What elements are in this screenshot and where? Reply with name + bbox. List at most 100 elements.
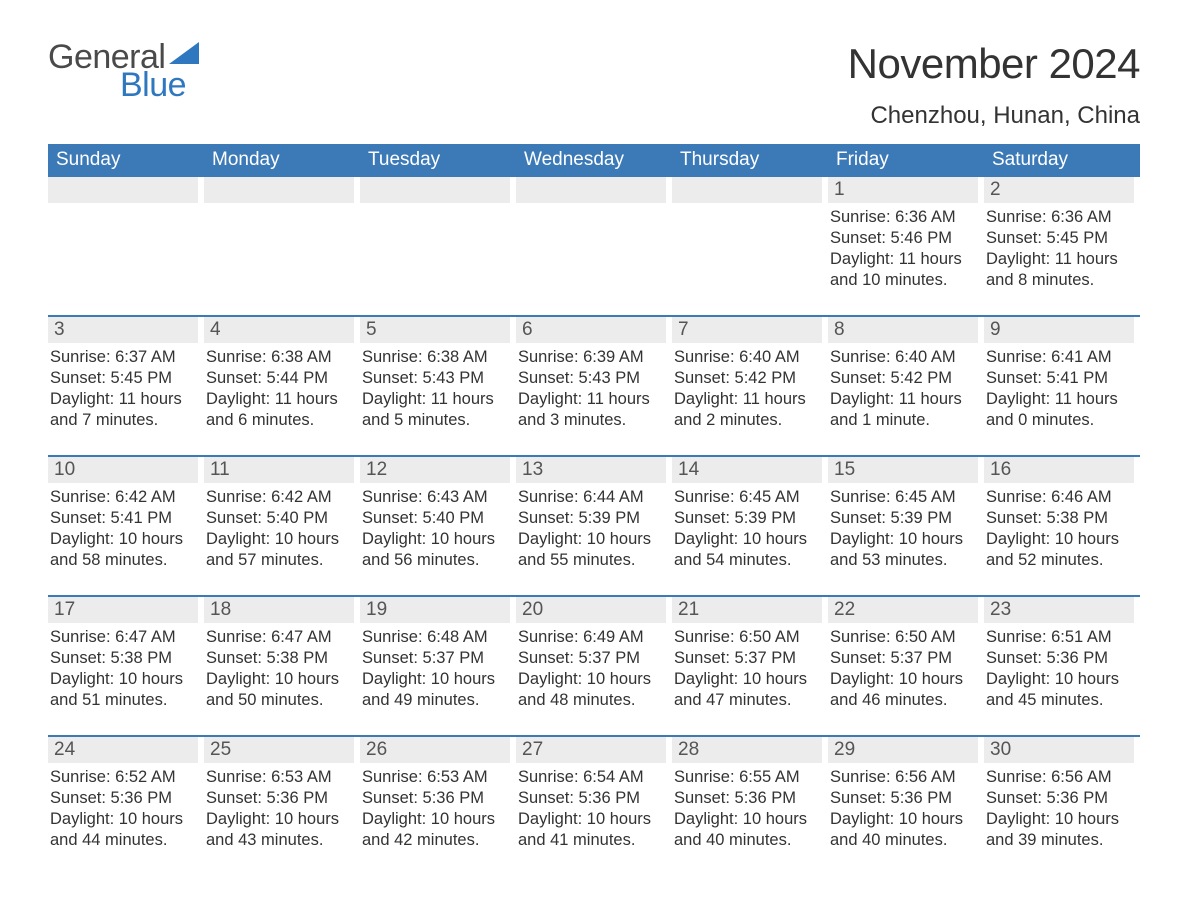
- daylight-text: Daylight: 10 hours and 43 minutes.: [206, 809, 354, 851]
- daylight-text: Daylight: 10 hours and 56 minutes.: [362, 529, 510, 571]
- daylight-text: Daylight: 10 hours and 42 minutes.: [362, 809, 510, 851]
- day-number: 25: [210, 739, 231, 760]
- day-details: Sunrise: 6:47 AMSunset: 5:38 PMDaylight:…: [204, 623, 354, 711]
- calendar-day-cell: 8Sunrise: 6:40 AMSunset: 5:42 PMDaylight…: [828, 317, 984, 455]
- calendar-day-cell: .: [672, 177, 828, 315]
- sunset-text: Sunset: 5:39 PM: [830, 508, 978, 529]
- sunset-text: Sunset: 5:42 PM: [674, 368, 822, 389]
- calendar-day-cell: 30Sunrise: 6:56 AMSunset: 5:36 PMDayligh…: [984, 737, 1140, 875]
- calendar-week-row: .....1Sunrise: 6:36 AMSunset: 5:46 PMDay…: [48, 177, 1140, 315]
- sunrise-text: Sunrise: 6:50 AM: [830, 627, 978, 648]
- day-number: 27: [522, 739, 543, 760]
- day-number-bar: .: [204, 177, 354, 203]
- calendar-day-cell: 24Sunrise: 6:52 AMSunset: 5:36 PMDayligh…: [48, 737, 204, 875]
- sunset-text: Sunset: 5:42 PM: [830, 368, 978, 389]
- day-number: 12: [366, 459, 387, 480]
- day-number-bar: 26: [360, 737, 510, 763]
- sunset-text: Sunset: 5:37 PM: [518, 648, 666, 669]
- day-details: Sunrise: 6:42 AMSunset: 5:40 PMDaylight:…: [204, 483, 354, 571]
- daylight-text: Daylight: 10 hours and 57 minutes.: [206, 529, 354, 571]
- calendar-day-cell: 18 Sunrise: 6:47 AMSunset: 5:38 PMDayligh…: [204, 597, 360, 735]
- day-details: Sunrise: 6:44 AMSunset: 5:39 PMDaylight:…: [516, 483, 666, 571]
- calendar-week-row: 3Sunrise: 6:37 AMSunset: 5:45 PMDaylight…: [48, 315, 1140, 455]
- day-number: 17: [54, 599, 75, 620]
- day-number: 18: [210, 599, 231, 620]
- day-number-bar: 21: [672, 597, 822, 623]
- day-number: 14: [678, 459, 699, 480]
- calendar-day-cell: 20Sunrise: 6:49 AMSunset: 5:37 PMDayligh…: [516, 597, 672, 735]
- daylight-text: Daylight: 10 hours and 50 minutes.: [206, 669, 354, 711]
- sunset-text: Sunset: 5:41 PM: [986, 368, 1134, 389]
- calendar-day-cell: 11 Sunrise: 6:42 AMSunset: 5:40 PMDayligh…: [204, 457, 360, 595]
- calendar-day-cell: 2Sunrise: 6:36 AMSunset: 5:45 PMDaylight…: [984, 177, 1140, 315]
- day-number-bar: 5: [360, 317, 510, 343]
- day-number: 28: [678, 739, 699, 760]
- sunset-text: Sunset: 5:36 PM: [986, 788, 1134, 809]
- weekday-header: Wednesday: [516, 144, 672, 177]
- sunset-text: Sunset: 5:46 PM: [830, 228, 978, 249]
- day-number: 15: [834, 459, 855, 480]
- day-details: Sunrise: 6:42 AMSunset: 5:41 PMDaylight:…: [48, 483, 198, 571]
- day-number-bar: 22: [828, 597, 978, 623]
- day-number: 5: [366, 319, 377, 340]
- calendar-day-cell: 6Sunrise: 6:39 AMSunset: 5:43 PMDaylight…: [516, 317, 672, 455]
- sunrise-text: Sunrise: 6:45 AM: [674, 487, 822, 508]
- day-number-bar: 18: [204, 597, 354, 623]
- day-number: 8: [834, 319, 845, 340]
- day-number-bar: 9: [984, 317, 1134, 343]
- daylight-text: Daylight: 10 hours and 52 minutes.: [986, 529, 1134, 571]
- day-number-bar: 30: [984, 737, 1134, 763]
- day-details: Sunrise: 6:36 AMSunset: 5:45 PMDaylight:…: [984, 203, 1134, 291]
- calendar-day-cell: .: [204, 177, 360, 315]
- calendar-day-cell: 12 Sunrise: 6:43 AMSunset: 5:40 PMDayligh…: [360, 457, 516, 595]
- daylight-text: Daylight: 10 hours and 41 minutes.: [518, 809, 666, 851]
- calendar-day-cell: 17Sunrise: 6:47 AMSunset: 5:38 PMDayligh…: [48, 597, 204, 735]
- day-details: Sunrise: 6:55 AMSunset: 5:36 PMDaylight:…: [672, 763, 822, 851]
- day-number-bar: 23: [984, 597, 1134, 623]
- day-number: 29: [834, 739, 855, 760]
- sunrise-text: Sunrise: 6:52 AM: [50, 767, 198, 788]
- calendar-day-cell: .: [360, 177, 516, 315]
- sunset-text: Sunset: 5:38 PM: [986, 508, 1134, 529]
- weekday-header-row: SundayMondayTuesdayWednesdayThursdayFrid…: [48, 144, 1140, 177]
- day-details: Sunrise: 6:56 AMSunset: 5:36 PMDaylight:…: [984, 763, 1134, 851]
- calendar-day-cell: 5Sunrise: 6:38 AMSunset: 5:43 PMDaylight…: [360, 317, 516, 455]
- sunrise-text: Sunrise: 6:48 AM: [362, 627, 510, 648]
- title-block: November 2024 Chenzhou, Hunan, China: [848, 40, 1140, 130]
- sunset-text: Sunset: 5:37 PM: [830, 648, 978, 669]
- sunrise-text: Sunrise: 6:42 AM: [206, 487, 354, 508]
- day-number: 9: [990, 319, 1001, 340]
- daylight-text: Daylight: 11 hours and 0 minutes.: [986, 389, 1134, 431]
- sunrise-text: Sunrise: 6:51 AM: [986, 627, 1134, 648]
- daylight-text: Daylight: 11 hours and 8 minutes.: [986, 249, 1134, 291]
- calendar-day-cell: 10Sunrise: 6:42 AMSunset: 5:41 PMDayligh…: [48, 457, 204, 595]
- sunset-text: Sunset: 5:40 PM: [206, 508, 354, 529]
- day-number-bar: .: [672, 177, 822, 203]
- sunrise-text: Sunrise: 6:50 AM: [674, 627, 822, 648]
- day-number: 20: [522, 599, 543, 620]
- calendar-day-cell: 21Sunrise: 6:50 AMSunset: 5:37 PMDayligh…: [672, 597, 828, 735]
- sunrise-text: Sunrise: 6:43 AM: [362, 487, 510, 508]
- sunrise-text: Sunrise: 6:40 AM: [830, 347, 978, 368]
- daylight-text: Daylight: 10 hours and 48 minutes.: [518, 669, 666, 711]
- calendar-day-cell: 25 Sunrise: 6:53 AMSunset: 5:36 PMDayligh…: [204, 737, 360, 875]
- day-number: 3: [54, 319, 65, 340]
- day-number-bar: 14: [672, 457, 822, 483]
- day-number: 11: [210, 459, 230, 480]
- sunset-text: Sunset: 5:40 PM: [362, 508, 510, 529]
- daylight-text: Daylight: 11 hours and 5 minutes.: [362, 389, 510, 431]
- day-number-bar: 19: [360, 597, 510, 623]
- day-number: 1: [834, 179, 845, 200]
- daylight-text: Daylight: 10 hours and 58 minutes.: [50, 529, 198, 571]
- sunrise-text: Sunrise: 6:55 AM: [674, 767, 822, 788]
- day-details: Sunrise: 6:53 AMSunset: 5:36 PMDaylight:…: [204, 763, 354, 851]
- day-details: Sunrise: 6:43 AMSunset: 5:40 PMDaylight:…: [360, 483, 510, 571]
- day-number-bar: 3: [48, 317, 198, 343]
- weekday-header: Tuesday: [360, 144, 516, 177]
- day-number-bar: 7: [672, 317, 822, 343]
- calendar-day-cell: 13Sunrise: 6:44 AMSunset: 5:39 PMDayligh…: [516, 457, 672, 595]
- sunrise-text: Sunrise: 6:53 AM: [362, 767, 510, 788]
- daylight-text: Daylight: 10 hours and 39 minutes.: [986, 809, 1134, 851]
- day-number-bar: .: [48, 177, 198, 203]
- day-number-bar: 6: [516, 317, 666, 343]
